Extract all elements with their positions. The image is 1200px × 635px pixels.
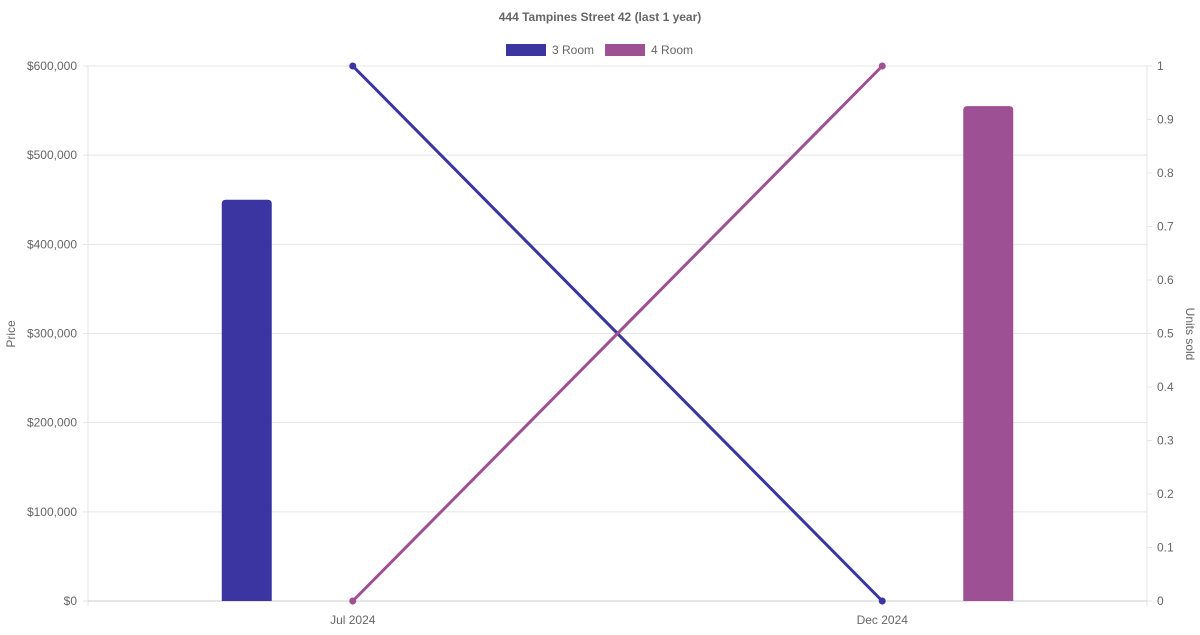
y-left-tick-label: $0 bbox=[64, 594, 78, 608]
legend-label: 4 Room bbox=[651, 43, 693, 57]
y-right-tick-label: 0.9 bbox=[1157, 113, 1174, 127]
y-left-tick-label: $300,000 bbox=[27, 327, 77, 341]
axes: $0 $100,000 $200,000 $300,000 $400,000 $500,0… bbox=[27, 59, 1174, 627]
y-left-tick-label: $100,000 bbox=[27, 505, 77, 519]
y-right-tick-label: 1 bbox=[1157, 59, 1164, 73]
y-left-tick-label: $500,000 bbox=[27, 148, 77, 162]
y-right-tick-label: 0.1 bbox=[1157, 541, 1174, 555]
point-3-room bbox=[349, 62, 357, 70]
point-4-room bbox=[878, 62, 886, 70]
y-right-tick-label: 0.3 bbox=[1157, 434, 1174, 448]
bar-4-room bbox=[963, 106, 1014, 601]
bars bbox=[221, 106, 1014, 601]
y-right-tick-label: 0.5 bbox=[1157, 327, 1174, 341]
point-4-room bbox=[349, 597, 357, 605]
chart-title: 444 Tampines Street 42 (last 1 year) bbox=[499, 10, 702, 24]
legend-swatch bbox=[506, 44, 546, 56]
y-right-tick-label: 0.7 bbox=[1157, 220, 1174, 234]
legend-swatch bbox=[605, 44, 646, 56]
y-right-tick-label: 0.8 bbox=[1157, 166, 1174, 180]
x-tick-label: Jul 2024 bbox=[330, 613, 376, 627]
lines bbox=[349, 62, 886, 605]
y-right-tick-label: 0 bbox=[1157, 594, 1164, 608]
y-left-axis-label: Price bbox=[4, 320, 18, 348]
y-right-tick-label: 0.4 bbox=[1157, 380, 1174, 394]
y-left-tick-label: $200,000 bbox=[27, 416, 77, 430]
bar-3-room bbox=[221, 199, 272, 601]
legend: 3 Room 4 Room bbox=[506, 43, 693, 57]
y-right-axis-label: Units sold bbox=[1183, 308, 1197, 361]
line-4-room bbox=[351, 64, 884, 603]
y-left-tick-label: $400,000 bbox=[27, 237, 77, 251]
point-3-room bbox=[878, 597, 886, 605]
y-left-tick-label: $600,000 bbox=[27, 59, 77, 73]
legend-label: 3 Room bbox=[552, 43, 594, 57]
y-right-tick-label: 0.2 bbox=[1157, 487, 1174, 501]
x-tick-label: Dec 2024 bbox=[857, 613, 909, 627]
y-right-tick-label: 0.6 bbox=[1157, 273, 1174, 287]
